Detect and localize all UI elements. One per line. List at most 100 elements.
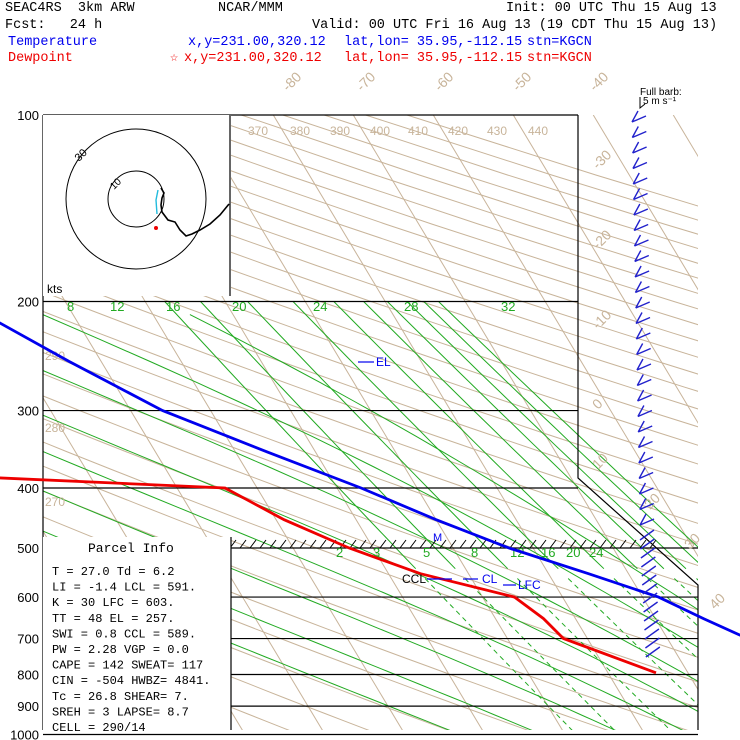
theta-label: 280: [45, 421, 65, 435]
moist-adiabat-line: [43, 490, 616, 730]
wind-barb: [642, 592, 658, 604]
dewpoint-xy: x,y=231.00,320.12: [184, 51, 322, 66]
theta-label: 380: [290, 124, 310, 138]
moist-adiabat-line: [43, 451, 684, 730]
wind-barb: [644, 637, 660, 649]
mixing-ratio-label: 8: [67, 299, 74, 314]
wind-barb: [644, 619, 659, 631]
wind-barb: [638, 482, 654, 495]
parcel-info-row: K = 30 LFC = 603.: [52, 596, 174, 610]
dewpoint-legend: Dewpoint: [8, 51, 73, 66]
dry-adiabat-line: [43, 271, 698, 504]
wind-barb: [636, 343, 651, 356]
moist-adiabat-line: [43, 369, 698, 682]
wind-barb: [634, 281, 650, 294]
isotherm-label: -40: [586, 68, 612, 94]
isotherm-line: [0, 115, 13, 740]
wind-barb: [635, 327, 651, 340]
mixing-ratio-label: 5: [423, 545, 430, 560]
parcel-info-background: [43, 537, 231, 730]
isotherm-line: [672, 115, 698, 158]
dewpoint-trace: [0, 476, 657, 675]
isotherm-line: [432, 115, 698, 558]
model-title: SEAC4RS 3km ARW: [5, 1, 135, 16]
wind-barb: [636, 374, 652, 387]
dry-adiabat-line: [43, 418, 698, 658]
theta-label: 390: [330, 124, 350, 138]
wind-barb: [639, 513, 655, 526]
theta-label: 290: [45, 349, 65, 363]
dry-adiabat-line: [43, 182, 698, 410]
parcel-info-row: CELL = 290/14: [52, 721, 146, 735]
dry-adiabat-line: [43, 234, 698, 465]
forecast-hour: Fcst: 24 h: [5, 18, 103, 33]
pressure-tick-label: 400: [17, 481, 39, 496]
theta-label: 420: [448, 124, 468, 138]
pressure-tick-label: 200: [17, 294, 39, 309]
dewpoint-latlon: lat,lon= 35.95,-112.15: [344, 51, 523, 66]
dry-adiabat-line: [43, 599, 370, 730]
wind-barb: [633, 203, 649, 216]
hodograph-trace: [160, 187, 230, 237]
parcel-info-row: T = 27.0 Td = 6.2: [52, 565, 174, 579]
mixing-ratio-line: [292, 301, 559, 570]
dry-adiabat-line: [43, 149, 698, 375]
mixing-ratio-line: [438, 301, 698, 548]
wind-barb: [632, 141, 647, 154]
temperature-xy: x,y=231.00,320.12: [188, 35, 326, 50]
isotherm-line: [43, 263, 323, 730]
dry-adiabat-line: [43, 165, 698, 392]
mixing-ratio-label: 8: [471, 545, 478, 560]
temperature-legend: Temperature: [8, 35, 98, 50]
parcel-info-row: TT = 48 EL = 257.: [52, 612, 174, 626]
level-annotations: EL M CCL CL LFC: [358, 355, 541, 592]
isotherm-line: [272, 115, 643, 730]
theta-label: 370: [248, 124, 268, 138]
wind-barb: [642, 583, 658, 595]
wind-barb: [641, 565, 657, 577]
wind-barb: [637, 405, 653, 418]
isotherm-label: -10: [589, 306, 615, 332]
isotherm-line: [592, 115, 698, 291]
wind-barb: [637, 420, 653, 433]
barb-legend-units: 5 m s⁻¹: [643, 96, 677, 107]
parcel-info-row: SREH = 3 LAPSE= 8.7: [52, 705, 189, 719]
dry-adiabat-line: [43, 331, 698, 567]
parcel-info-row: LI = -1.4 LCL = 591.: [52, 581, 196, 595]
mixing-ratio-label: 24: [313, 299, 327, 314]
sounding-traces: [0, 321, 740, 675]
wind-barb-legend: Full barb:5 m s⁻¹: [639, 87, 682, 110]
hodograph-storm-motion-marker: [154, 226, 158, 230]
dewpoint-star-icon: ☆: [170, 51, 179, 66]
parcel-info-row: PW = 2.28 VGP = 0.0: [52, 643, 189, 657]
wind-barb: [637, 436, 653, 449]
parcel-info-row: CIN = -504 HWBZ= 4841.: [52, 674, 210, 688]
dry-adiabat-line: [43, 465, 698, 709]
wind-barb: [641, 574, 657, 586]
moist-adiabat-line: [43, 530, 533, 730]
mixing-ratio-line: [333, 301, 605, 570]
parcel-info-row: CAPE = 142 SWEAT= 117: [52, 659, 203, 673]
pressure-tick-labels: 100 200 300 400 500 600 700 800 900 1000: [10, 108, 39, 740]
isotherm-label: -50: [509, 68, 535, 94]
el-label: EL: [376, 355, 391, 369]
mixing-ratio-line-dashed: [517, 578, 671, 730]
wind-barb: [638, 451, 654, 464]
pressure-tick-label: 100: [17, 108, 39, 123]
center-label: NCAR/MMM: [218, 1, 283, 16]
mixing-ratio-label: 28: [404, 299, 418, 314]
dry-adiabat-line: [43, 441, 698, 683]
mixing-ratio-label: 32: [501, 299, 515, 314]
hodograph-ring-outer: [65, 128, 207, 270]
parcel-info-title: Parcel Info: [88, 541, 174, 556]
mixing-ratio-label: 24: [589, 545, 603, 560]
wind-barb: [638, 467, 654, 480]
dewpoint-station: stn=KGCN: [527, 51, 592, 66]
hodograph-low-level-trace: [155, 189, 159, 215]
pressure-tick-label: 600: [17, 590, 39, 605]
wind-barb: [635, 296, 650, 309]
wind-barb: [632, 157, 648, 170]
isotherm-line: [192, 115, 563, 730]
moist-adiabat-line: [43, 314, 698, 648]
